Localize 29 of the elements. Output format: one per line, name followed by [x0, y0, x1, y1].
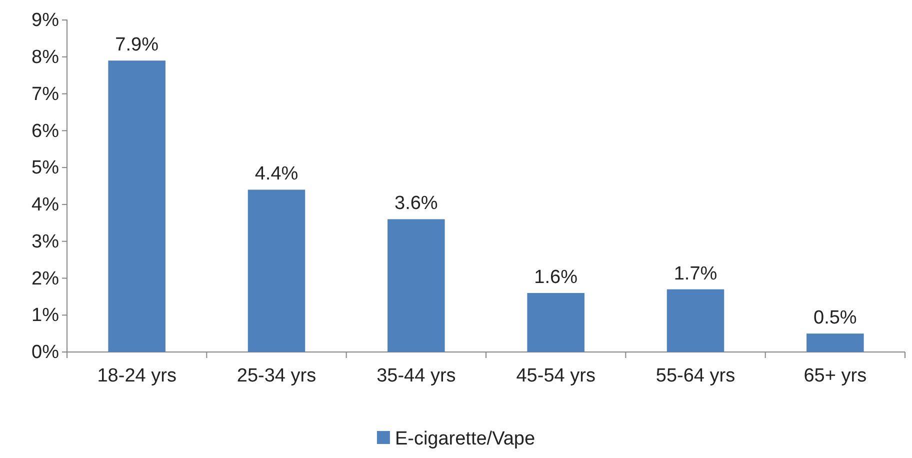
data-label: 7.9%	[115, 34, 159, 56]
y-tick-label: 3%	[32, 231, 60, 252]
bar	[527, 292, 584, 352]
x-tick-label: 18-24 yrs	[97, 366, 176, 387]
x-tick-label: 65+ yrs	[804, 366, 867, 387]
y-tick-label: 9%	[32, 10, 60, 32]
x-tick-label: 45-54 yrs	[516, 366, 596, 387]
y-tick-label: 0%	[32, 342, 60, 364]
y-tick-label: 4%	[32, 194, 60, 216]
x-tick-label: 55-64 yrs	[656, 366, 736, 387]
x-tick-label: 35-44 yrs	[376, 366, 456, 387]
y-tick-label: 1%	[32, 305, 60, 326]
data-label: 1.7%	[674, 263, 718, 284]
y-tick-label: 8%	[32, 46, 60, 68]
y-tick-label: 2%	[32, 268, 60, 290]
bar	[388, 219, 445, 352]
y-tick-label: 5%	[32, 158, 60, 179]
bar	[666, 289, 724, 352]
x-tick-label: 25-34 yrs	[236, 366, 316, 387]
data-label: 4.4%	[254, 164, 298, 185]
y-tick-label: 7%	[32, 84, 60, 105]
data-label: 1.6%	[534, 266, 578, 288]
data-label: 3.6%	[394, 193, 438, 214]
bar	[248, 190, 306, 352]
legend-label: E-cigarette/Vape	[394, 428, 536, 450]
data-label: 0.5%	[814, 308, 857, 329]
y-tick-label: 6%	[32, 120, 60, 142]
bar	[108, 60, 166, 352]
bar	[806, 334, 864, 352]
